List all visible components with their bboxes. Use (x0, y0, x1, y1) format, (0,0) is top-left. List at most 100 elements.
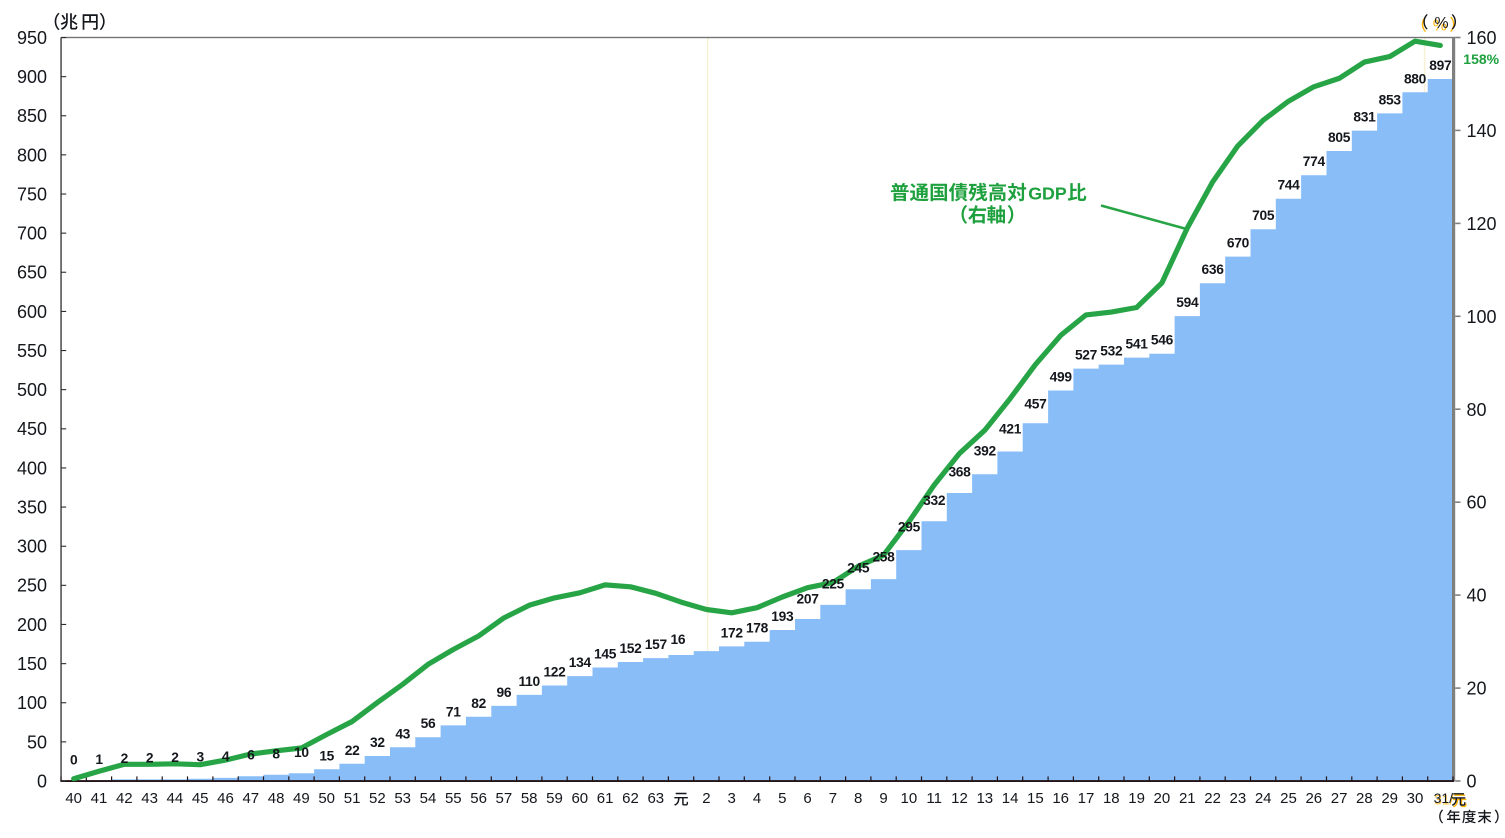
svg-text:880: 880 (1404, 71, 1427, 86)
svg-text:53: 53 (394, 790, 411, 807)
svg-text:499: 499 (1050, 370, 1073, 385)
svg-text:82: 82 (471, 696, 486, 711)
svg-text:2: 2 (121, 751, 129, 766)
svg-text:150: 150 (17, 654, 47, 674)
svg-text:178: 178 (746, 621, 769, 636)
svg-text:4: 4 (753, 790, 761, 807)
svg-text:50: 50 (27, 732, 47, 752)
svg-text:157: 157 (645, 637, 668, 652)
svg-text:750: 750 (17, 184, 47, 204)
svg-text:14: 14 (1002, 790, 1019, 807)
svg-text:15: 15 (1027, 790, 1044, 807)
svg-text:950: 950 (17, 28, 47, 48)
svg-text:8: 8 (272, 746, 280, 761)
svg-text:55: 55 (445, 790, 462, 807)
svg-text:96: 96 (497, 685, 512, 700)
svg-text:258: 258 (872, 550, 895, 565)
svg-text:158%: 158% (1463, 51, 1499, 67)
svg-text:63: 63 (647, 790, 664, 807)
svg-text:450: 450 (17, 419, 47, 439)
svg-text:58: 58 (521, 790, 538, 807)
svg-text:47: 47 (242, 790, 259, 807)
svg-text:1: 1 (95, 752, 103, 767)
svg-text:6: 6 (247, 748, 255, 763)
svg-text:46: 46 (217, 790, 234, 807)
svg-text:12: 12 (951, 790, 968, 807)
svg-text:700: 700 (17, 224, 47, 244)
svg-text:140: 140 (1467, 121, 1497, 141)
svg-text:100: 100 (17, 693, 47, 713)
svg-text:134: 134 (569, 655, 592, 670)
svg-text:774: 774 (1303, 154, 1326, 169)
svg-text:600: 600 (17, 302, 47, 322)
svg-text:18: 18 (1103, 790, 1120, 807)
svg-text:44: 44 (167, 790, 184, 807)
svg-text:%: % (1434, 15, 1448, 32)
svg-text:20: 20 (1467, 679, 1487, 699)
svg-text:193: 193 (771, 609, 794, 624)
svg-text:532: 532 (1100, 344, 1123, 359)
svg-text:527: 527 (1075, 348, 1098, 363)
svg-text:5: 5 (778, 790, 786, 807)
svg-text:16: 16 (1052, 790, 1069, 807)
svg-text:80: 80 (1467, 400, 1487, 420)
svg-text:GDP: GDP (1028, 184, 1067, 204)
svg-text:392: 392 (974, 443, 997, 458)
svg-text:40: 40 (1467, 586, 1487, 606)
svg-text:31/: 31/ (1434, 791, 1454, 807)
svg-text:100: 100 (1467, 307, 1497, 327)
svg-text:172: 172 (721, 625, 744, 640)
svg-text:19: 19 (1128, 790, 1145, 807)
svg-text:152: 152 (619, 641, 642, 656)
svg-text:250: 250 (17, 576, 47, 596)
svg-text:21: 21 (1179, 790, 1196, 807)
svg-text:17: 17 (1078, 790, 1095, 807)
svg-text:43: 43 (395, 726, 410, 741)
svg-text:24: 24 (1255, 790, 1272, 807)
svg-text:56: 56 (470, 790, 487, 807)
svg-text:636: 636 (1202, 262, 1225, 277)
svg-text:200: 200 (17, 615, 47, 635)
svg-text:61: 61 (597, 790, 614, 807)
svg-text:3: 3 (197, 750, 205, 765)
svg-text:2: 2 (171, 750, 179, 765)
svg-text:43: 43 (141, 790, 158, 807)
svg-text:42: 42 (116, 790, 133, 807)
svg-text:500: 500 (17, 380, 47, 400)
svg-text:49: 49 (293, 790, 310, 807)
svg-text:7: 7 (829, 790, 837, 807)
svg-text:368: 368 (948, 464, 971, 479)
svg-text:15: 15 (319, 748, 334, 763)
svg-text:40: 40 (65, 790, 82, 807)
svg-text:400: 400 (17, 458, 47, 478)
svg-text:62: 62 (622, 790, 639, 807)
svg-text:110: 110 (519, 674, 541, 689)
svg-text:32: 32 (370, 735, 385, 750)
svg-text:300: 300 (17, 537, 47, 557)
svg-text:2: 2 (702, 790, 710, 807)
svg-text:22: 22 (345, 743, 360, 758)
svg-text:23: 23 (1230, 790, 1247, 807)
svg-text:60: 60 (571, 790, 588, 807)
svg-text:831: 831 (1353, 110, 1376, 125)
svg-text:120: 120 (1467, 214, 1497, 234)
svg-text:4: 4 (222, 749, 230, 764)
svg-text:0: 0 (37, 771, 47, 791)
svg-text:225: 225 (822, 576, 845, 591)
svg-text:800: 800 (17, 145, 47, 165)
svg-text:245: 245 (847, 560, 870, 575)
svg-text:26: 26 (1305, 790, 1322, 807)
svg-text:10: 10 (294, 745, 309, 760)
svg-text:546: 546 (1151, 333, 1174, 348)
svg-text:56: 56 (421, 716, 436, 731)
svg-text:29: 29 (1381, 790, 1398, 807)
svg-text:541: 541 (1126, 337, 1149, 352)
svg-text:16: 16 (671, 632, 686, 647)
svg-text:650: 650 (17, 263, 47, 283)
svg-text:22: 22 (1204, 790, 1221, 807)
svg-text:11: 11 (926, 790, 942, 807)
svg-text:350: 350 (17, 498, 47, 518)
svg-text:295: 295 (898, 520, 921, 535)
svg-text:41: 41 (91, 790, 108, 807)
svg-text:71: 71 (446, 704, 461, 719)
